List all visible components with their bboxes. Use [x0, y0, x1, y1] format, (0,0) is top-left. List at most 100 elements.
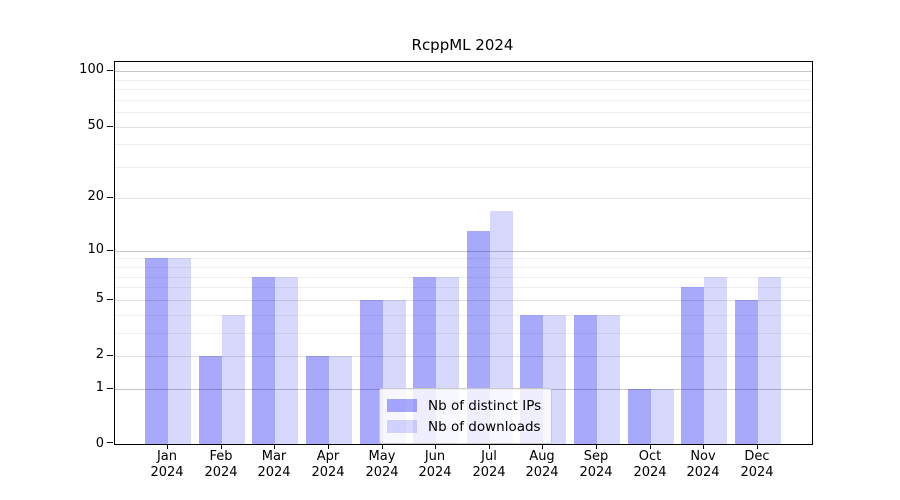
x-axis-year-text: 2024 — [633, 465, 667, 480]
y-axis-tick-50 — [107, 126, 113, 127]
bar-distinct-ips-sep — [574, 315, 597, 444]
y-axis-tick-label-10: 10 — [87, 242, 104, 257]
gridline-100 — [115, 71, 812, 72]
bar-downloads-oct — [651, 389, 674, 444]
bar-downloads-jan — [168, 258, 191, 444]
gridline-5 — [115, 300, 812, 301]
gridline-30 — [115, 167, 812, 168]
bar-distinct-ips-nov — [681, 287, 704, 444]
gridline-10 — [115, 251, 812, 252]
bar-distinct-ips-may — [360, 300, 383, 444]
gridline-80 — [115, 89, 812, 90]
legend-label-downloads: Nb of downloads — [428, 418, 541, 435]
bar-distinct-ips-feb — [199, 356, 222, 444]
x-axis-month-text: Dec — [744, 449, 770, 464]
x-axis-tick-nov — [703, 444, 704, 449]
gridline-6 — [115, 287, 812, 288]
y-axis-tick-0 — [107, 442, 113, 443]
x-axis-year-text: 2024 — [150, 465, 184, 480]
x-axis-tick-label-aug: Aug 2024 — [510, 449, 574, 481]
y-axis-tick-100 — [107, 70, 113, 71]
x-axis-tick-oct — [650, 444, 651, 449]
gridline-3 — [115, 333, 812, 334]
gridline-7 — [115, 277, 812, 278]
x-axis-year-text: 2024 — [740, 465, 774, 480]
bar-downloads-sep — [597, 315, 620, 444]
y-axis-tick-label-100: 100 — [79, 62, 104, 77]
x-axis-tick-jun — [435, 444, 436, 449]
x-axis-tick-jul — [489, 444, 490, 449]
y-axis-tick-5 — [107, 299, 113, 300]
gridline-4 — [115, 315, 812, 316]
y-axis-tick-20 — [107, 197, 113, 198]
legend-item-downloads: Nb of downloads — [387, 416, 541, 437]
gridline-90 — [115, 80, 812, 81]
x-axis-month-text: Mar — [261, 449, 287, 464]
chart-title: RcppML 2024 — [411, 36, 514, 54]
x-axis-tick-label-dec: Dec 2024 — [725, 449, 789, 481]
y-axis-tick-label-0: 0 — [95, 436, 104, 451]
gridline-9 — [115, 258, 812, 259]
x-axis-year-text: 2024 — [311, 465, 345, 480]
x-axis-year-text: 2024 — [418, 465, 452, 480]
x-axis-month-text: Jun — [424, 449, 446, 464]
y-axis-tick-label-2: 2 — [95, 347, 104, 362]
bar-downloads-apr — [329, 356, 352, 444]
x-axis-tick-label-apr: Apr 2024 — [296, 449, 360, 481]
x-axis-tick-dec — [757, 444, 758, 449]
y-axis-tick-10 — [107, 250, 113, 251]
legend-swatch-distinct-ips-icon — [387, 399, 417, 412]
x-axis-year-text: 2024 — [204, 465, 238, 480]
x-axis-year-text: 2024 — [525, 465, 559, 480]
legend-swatch-downloads-icon — [387, 420, 417, 433]
x-axis-month-text: Jul — [481, 449, 497, 464]
y-axis-tick-2 — [107, 355, 113, 356]
x-axis-tick-mar — [274, 444, 275, 449]
x-axis-tick-label-nov: Nov 2024 — [671, 449, 735, 481]
x-axis-tick-label-may: May 2024 — [350, 449, 414, 481]
bar-downloads-nov — [704, 277, 727, 444]
x-axis-month-text: Feb — [209, 449, 233, 464]
bar-distinct-ips-mar — [252, 277, 275, 444]
x-axis-tick-aug — [542, 444, 543, 449]
x-axis-month-text: May — [368, 449, 396, 464]
gridline-50 — [115, 127, 812, 128]
x-axis-month-text: Apr — [316, 449, 340, 464]
x-axis-tick-label-jan: Jan 2024 — [135, 449, 199, 481]
bar-distinct-ips-apr — [306, 356, 329, 444]
x-axis-tick-label-sep: Sep 2024 — [564, 449, 628, 481]
x-axis-tick-label-mar: Mar 2024 — [242, 449, 306, 481]
gridline-60 — [115, 112, 812, 113]
legend-label-distinct-ips: Nb of distinct IPs — [428, 397, 542, 414]
x-axis-tick-jan — [167, 444, 168, 449]
x-axis-year-text: 2024 — [472, 465, 506, 480]
bar-distinct-ips-jan — [145, 258, 168, 444]
x-axis-month-text: Oct — [638, 449, 662, 464]
y-axis-tick-1 — [107, 388, 113, 389]
x-axis-year-text: 2024 — [579, 465, 613, 480]
bar-downloads-dec — [758, 277, 781, 444]
gridline-40 — [115, 144, 812, 145]
gridline-2 — [115, 356, 812, 357]
bar-downloads-mar — [275, 277, 298, 444]
y-axis-tick-label-50: 50 — [87, 118, 104, 133]
x-axis-month-text: Jan — [156, 449, 178, 464]
x-axis-tick-may — [382, 444, 383, 449]
legend-item-distinct-ips: Nb of distinct IPs — [387, 395, 541, 416]
x-axis-year-text: 2024 — [365, 465, 399, 480]
x-axis-tick-apr — [328, 444, 329, 449]
x-axis-tick-label-oct: Oct 2024 — [618, 449, 682, 481]
x-axis-tick-label-jun: Jun 2024 — [403, 449, 467, 481]
y-axis-tick-label-1: 1 — [95, 380, 104, 395]
x-axis-tick-label-jul: Jul 2024 — [457, 449, 521, 481]
gridline-20 — [115, 198, 812, 199]
bar-downloads-feb — [222, 315, 245, 444]
x-axis-month-text: Aug — [529, 449, 555, 464]
bar-distinct-ips-oct — [628, 389, 651, 444]
legend: Nb of distinct IPs Nb of downloads — [379, 388, 553, 444]
x-axis-month-text: Nov — [690, 449, 716, 464]
x-axis-tick-sep — [596, 444, 597, 449]
x-axis-month-text: Sep — [583, 449, 609, 464]
bar-distinct-ips-dec — [735, 300, 758, 444]
